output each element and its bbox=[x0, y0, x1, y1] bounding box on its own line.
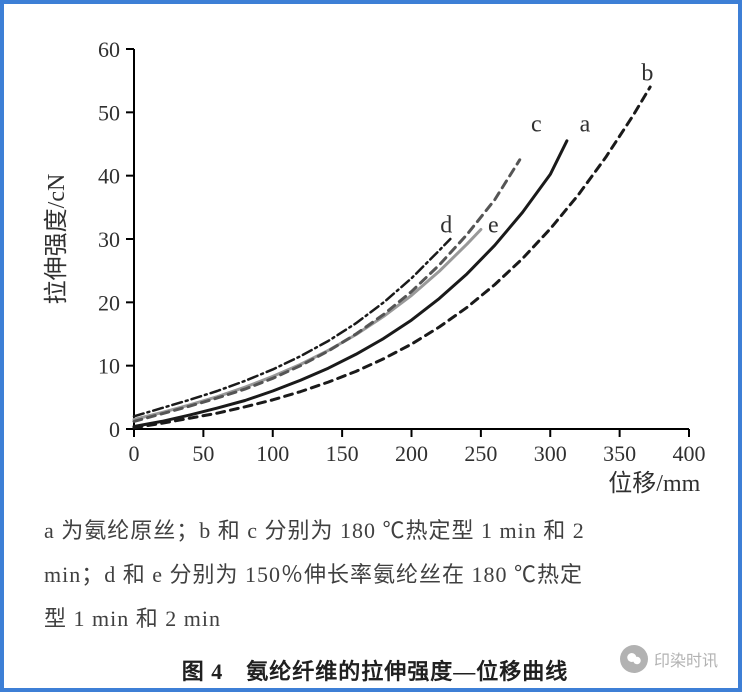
svg-text:250: 250 bbox=[464, 441, 497, 466]
caption-line-1: a 为氨纶原丝；b 和 c 分别为 180 ℃热定型 1 min 和 2 bbox=[44, 509, 704, 553]
watermark-text: 印染时讯 bbox=[654, 647, 718, 671]
svg-text:40: 40 bbox=[98, 164, 120, 189]
chart-svg: 0 50 100 150 200 250 300 350 400 0 10 20 30 40 50 60 拉伸强… bbox=[34, 24, 714, 494]
svg-text:300: 300 bbox=[534, 441, 567, 466]
svg-text:400: 400 bbox=[673, 441, 706, 466]
series-a bbox=[134, 141, 567, 427]
wechat-icon bbox=[620, 645, 648, 673]
series-label-c: c bbox=[531, 111, 542, 137]
series-label-b: b bbox=[641, 61, 653, 87]
chart-container: 0 50 100 150 200 250 300 350 400 0 10 20 30 40 50 60 拉伸强… bbox=[34, 24, 714, 494]
svg-text:50: 50 bbox=[192, 441, 214, 466]
svg-text:350: 350 bbox=[603, 441, 636, 466]
caption-line-2: min；d 和 e 分别为 150％伸长率氨纶丝在 180 ℃热定 bbox=[44, 553, 704, 597]
series-label-e: e bbox=[488, 213, 499, 239]
svg-text:100: 100 bbox=[256, 441, 289, 466]
svg-text:150: 150 bbox=[326, 441, 359, 466]
series-label-d: d bbox=[440, 213, 452, 239]
svg-text:200: 200 bbox=[395, 441, 428, 466]
svg-text:10: 10 bbox=[98, 354, 120, 379]
series-b bbox=[134, 87, 650, 428]
watermark: 印染时讯 bbox=[620, 645, 718, 673]
svg-text:60: 60 bbox=[98, 37, 120, 62]
y-axis-title: 拉伸强度/cN bbox=[43, 174, 70, 305]
series-e bbox=[134, 230, 481, 420]
caption-block: a 为氨纶原丝；b 和 c 分别为 180 ℃热定型 1 min 和 2 min… bbox=[44, 509, 704, 641]
series-d bbox=[134, 239, 450, 416]
svg-text:0: 0 bbox=[109, 417, 120, 442]
x-axis-title: 位移/mm bbox=[608, 470, 700, 494]
caption-line-3: 型 1 min 和 2 min bbox=[44, 597, 704, 641]
svg-text:50: 50 bbox=[98, 100, 120, 125]
svg-text:0: 0 bbox=[129, 441, 140, 466]
series-label-a: a bbox=[580, 111, 591, 137]
svg-text:30: 30 bbox=[98, 227, 120, 252]
svg-text:20: 20 bbox=[98, 290, 120, 315]
